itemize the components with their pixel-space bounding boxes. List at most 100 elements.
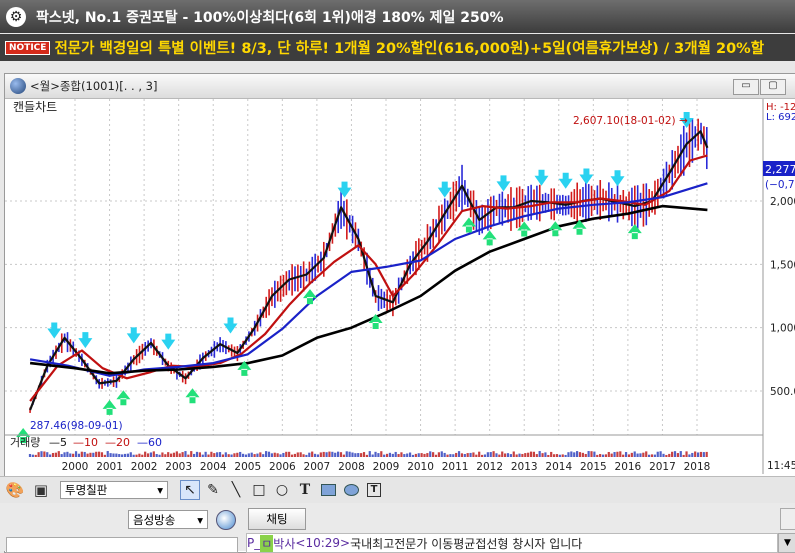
- ellipse-tool-icon[interactable]: ○: [275, 482, 289, 498]
- x-axis-ticks: 2000 2001 2002 2003 2004 2005 2006 2007 2008 2009…: [62, 461, 711, 473]
- volume-bar: [285, 451, 288, 457]
- volume-bar: [633, 451, 636, 457]
- x-tick-2005: 2005: [234, 461, 261, 473]
- y-tick-500: 500.0: [770, 386, 795, 398]
- high-annotation: 2,607.10(18-01-02) →: [573, 115, 688, 127]
- volume-bar: [74, 451, 78, 457]
- volume-bar: [293, 453, 297, 457]
- volume-bar: [296, 452, 299, 457]
- x-tick-2003: 2003: [165, 461, 192, 473]
- volume-bar: [360, 453, 363, 457]
- volume-bar: [146, 453, 150, 457]
- volume-bar: [584, 453, 587, 457]
- monitor-icon[interactable]: ▣: [33, 481, 49, 499]
- y-axis-ticks: 2,000 1,500 1,000 500.0: [770, 196, 795, 398]
- up-arrow-icon: [302, 289, 317, 305]
- pointer-tool-icon[interactable]: ↖: [180, 480, 200, 500]
- volume-bar: [480, 454, 484, 457]
- volume-bar: [593, 451, 596, 457]
- current-price: 2,277.: [765, 163, 795, 176]
- candle-chart[interactable]: 2000 2001 2002 2003 2004 2005 2006 2007 2008 2009…: [5, 99, 795, 474]
- volume-bar: [385, 453, 389, 457]
- filled-ellipse-tool-icon[interactable]: [341, 480, 361, 500]
- volume-bar: [668, 453, 671, 457]
- volume-bar: [216, 452, 219, 457]
- volume-bar: [77, 453, 81, 457]
- down-arrow-icon: [47, 322, 62, 339]
- volume-bar: [676, 453, 679, 457]
- volume-bar: [276, 453, 279, 457]
- line-tool-icon[interactable]: ╲: [231, 482, 241, 498]
- up-arrow-icon: [368, 314, 383, 329]
- volume-bar: [69, 453, 72, 457]
- volume-bar: [394, 451, 397, 457]
- low-annotation: 287.46(98-09-01): [30, 420, 123, 432]
- volume-bar: [221, 454, 225, 457]
- volume-bar: [288, 451, 291, 457]
- text-tool-icon[interactable]: T: [299, 482, 311, 498]
- volume-bar: [311, 451, 314, 457]
- broadcast-icon[interactable]: [216, 510, 236, 530]
- volume-bar: [37, 452, 40, 457]
- volume-bar: [694, 451, 697, 457]
- volume-bar: [443, 452, 446, 457]
- volume-bar: [184, 451, 187, 457]
- volume-bar: [319, 452, 322, 457]
- down-arrow-icon: [437, 181, 452, 198]
- tab-chat[interactable]: 채팅: [248, 508, 306, 530]
- minimize-button[interactable]: ▭: [733, 79, 759, 95]
- volume-bar: [455, 452, 458, 457]
- y-tick-2000: 2,000: [770, 196, 795, 208]
- volume-bar: [426, 453, 429, 457]
- volume-bar: [345, 451, 348, 457]
- volume-bar: [383, 454, 386, 457]
- side-panel-edge[interactable]: [780, 508, 795, 530]
- volume-bar: [478, 451, 481, 457]
- x-tick-2009: 2009: [373, 461, 400, 473]
- volume-bar: [187, 454, 190, 457]
- volume-bar: [155, 454, 158, 457]
- chat-time: <10:29>: [295, 536, 351, 550]
- volume-bar: [167, 452, 170, 457]
- textbox-tool-icon[interactable]: T: [364, 480, 384, 500]
- x-tick-2012: 2012: [476, 461, 503, 473]
- down-arrow-icon: [534, 169, 549, 186]
- rectangle-tool-icon[interactable]: □: [252, 482, 266, 498]
- palette-icon[interactable]: 🎨: [5, 481, 25, 499]
- volume-bar: [452, 454, 455, 457]
- volume-bar: [429, 451, 432, 457]
- pen-tool-icon[interactable]: ✎: [207, 482, 219, 498]
- volume-bar: [573, 452, 576, 457]
- volume-bar: [282, 452, 285, 457]
- volume-bar: [43, 451, 46, 457]
- x-tick-2016: 2016: [615, 461, 642, 473]
- volume-bar: [103, 454, 106, 457]
- volume-bar: [112, 453, 115, 457]
- notice-text[interactable]: 전문가 백경일의 특별 이벤트! 8/3, 단 하루! 1개월 20%할인(61…: [54, 41, 765, 57]
- volume-bar: [406, 453, 409, 457]
- volume-bar: [552, 454, 556, 457]
- notice-banner[interactable]: NOTICE 전문가 백경일의 특별 이벤트! 8/3, 단 하루! 1개월 2…: [0, 34, 795, 61]
- volume-bar: [622, 454, 625, 457]
- voice-broadcast-select[interactable]: 음성방송 ▾: [128, 510, 208, 529]
- up-arrow-icon: [185, 388, 200, 404]
- volume-bar: [273, 452, 276, 457]
- filled-rect-tool-icon[interactable]: [318, 480, 338, 500]
- chart-area[interactable]: 2000 2001 2002 2003 2004 2005 2006 2007 2008 2009…: [5, 99, 795, 474]
- volume-bar: [256, 453, 259, 457]
- volume-bar: [659, 451, 662, 457]
- volume-bar: [645, 451, 648, 457]
- volume-bar: [432, 452, 435, 457]
- down-arrow-icon: [337, 181, 352, 198]
- up-arrow-icon: [627, 224, 642, 240]
- blackboard-select[interactable]: 투명칠판 ▾: [60, 481, 168, 499]
- volume-bar: [230, 454, 233, 457]
- x-tick-2013: 2013: [511, 461, 538, 473]
- maximize-button[interactable]: ▢: [760, 79, 786, 95]
- app-gear-icon[interactable]: ⚙: [6, 6, 26, 27]
- volume-bar: [204, 451, 207, 457]
- volume-bar: [630, 452, 633, 457]
- volume-bar: [673, 451, 677, 457]
- chat-scroll-down-icon[interactable]: ▼: [778, 533, 795, 553]
- volume-bar: [181, 452, 184, 457]
